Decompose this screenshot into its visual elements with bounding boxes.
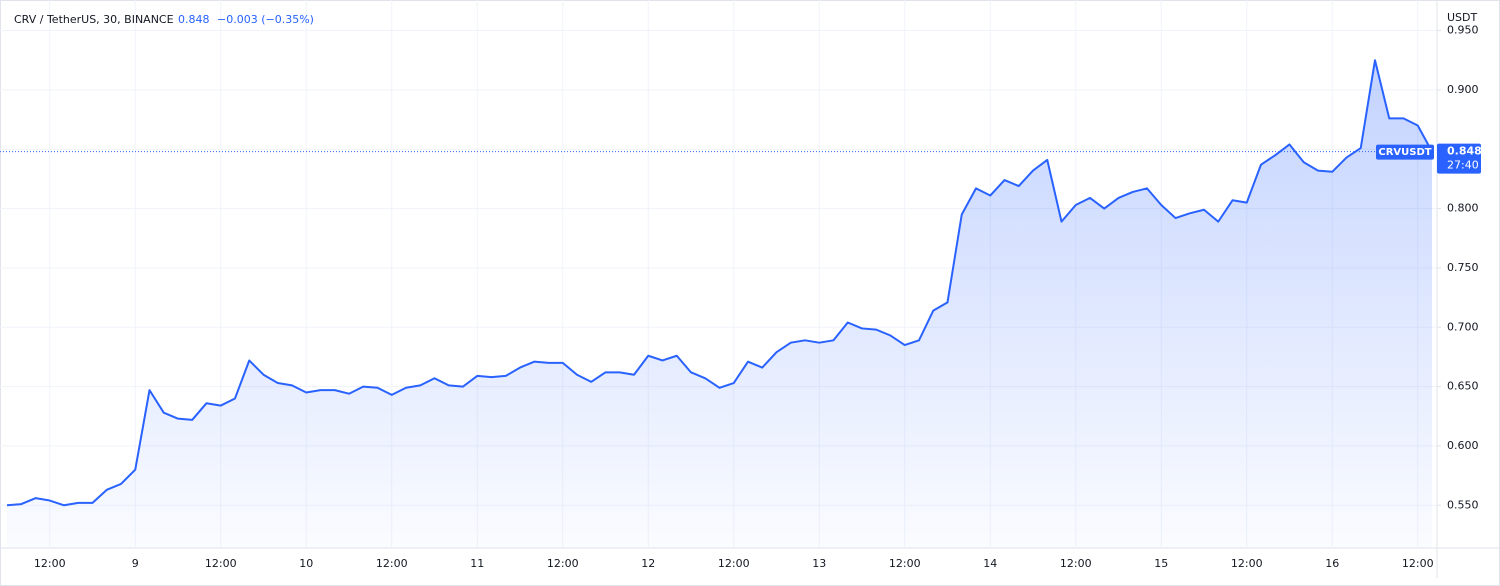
x-tick-label: 12:00 (34, 557, 66, 570)
x-tick-label: 16 (1325, 557, 1339, 570)
change: −0.003 (−0.35%) (217, 13, 314, 26)
y-tick-label: 0.700 (1447, 320, 1479, 333)
x-tick-label: 12:00 (1231, 557, 1263, 570)
x-tick-label: 12:00 (205, 557, 237, 570)
x-tick-label: 12:00 (718, 557, 750, 570)
y-tick-label: 0.750 (1447, 261, 1479, 274)
y-axis-label: USDT (1447, 11, 1478, 24)
x-tick-label: 13 (812, 557, 826, 570)
x-tick-label: 12:00 (1060, 557, 1092, 570)
x-tick-label: 11 (470, 557, 484, 570)
y-tick-label: 0.900 (1447, 83, 1479, 96)
price-tag-label: 0.848 (1447, 145, 1482, 158)
plot (6, 59, 1433, 548)
x-tick-label: 10 (299, 557, 313, 570)
x-tick-label: 9 (132, 557, 139, 570)
price: 0.848 (178, 13, 210, 26)
line (6, 59, 1433, 507)
countdown: 27:40 (1447, 159, 1479, 172)
x-tick-label: 12:00 (547, 557, 579, 570)
symbol-tag-label: CRVUSDT (1378, 147, 1431, 158)
y-tick-label: 0.950 (1447, 24, 1479, 37)
symbol-tag (1376, 144, 1434, 160)
x-tick-label: 12:00 (1402, 557, 1434, 570)
x-tick-label: 14 (983, 557, 997, 570)
labels: 0.5500.6000.6500.7000.7500.8000.8500.900… (34, 24, 1479, 570)
x-tick-label: 12:00 (889, 557, 921, 570)
x-tick-label: 12:00 (376, 557, 408, 570)
y-tick-label: 0.800 (1447, 202, 1479, 215)
price-tag (1437, 143, 1481, 174)
x-tick-label: 15 (1154, 557, 1168, 570)
y-tick-label: 0.650 (1447, 380, 1479, 393)
x-tick-label: 12 (641, 557, 655, 570)
area (7, 60, 1432, 548)
y-tick-label: 0.550 (1447, 498, 1479, 511)
chart-title: CRV / TetherUS, 30, BINANCE (14, 13, 174, 26)
y-tick-label: 0.600 (1447, 439, 1479, 452)
